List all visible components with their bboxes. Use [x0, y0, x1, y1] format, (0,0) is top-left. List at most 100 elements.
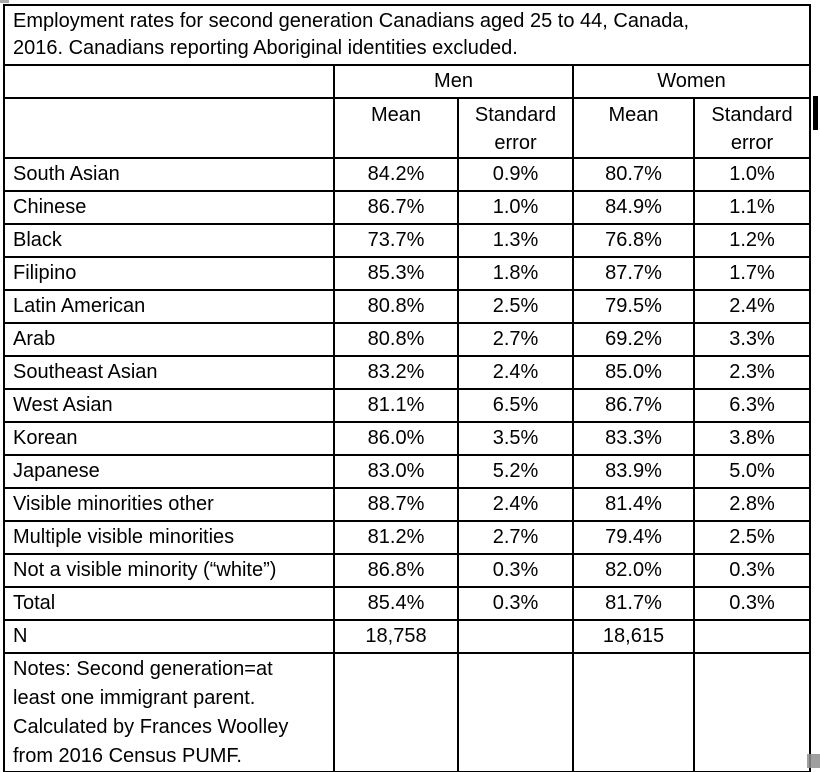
men-mean-cell: 81.2%	[333, 520, 459, 555]
men-mean-cell: 86.8%	[333, 553, 459, 588]
women-mean-cell: 87.7%	[572, 256, 695, 291]
row-label-cell: Multiple visible minorities	[3, 520, 335, 555]
men-mean-cell: 86.7%	[333, 190, 459, 225]
women-se-cell: 1.1%	[692, 190, 812, 225]
row-label-cell: Korean	[3, 421, 335, 456]
table-row: West Asian 81.1% 6.5% 86.7% 6.3%	[3, 388, 812, 423]
row-label-cell: Black	[3, 223, 335, 258]
notes-row: Notes: Second generation=at least one im…	[3, 652, 812, 772]
women-se-header-cell: Standard error	[692, 97, 812, 159]
women-mean-cell: 79.5%	[572, 289, 695, 324]
table-row: Korean 86.0% 3.5% 83.3% 3.8%	[3, 421, 812, 456]
men-mean-header-cell: Mean	[333, 97, 459, 159]
women-n-cell: 18,615	[572, 619, 695, 654]
men-se-cell: 2.7%	[457, 520, 574, 555]
women-se-empty-cell	[692, 619, 812, 654]
women-mean-cell: 69.2%	[572, 322, 695, 357]
table-row: Not a visible minority (“white”) 86.8% 0…	[3, 553, 812, 588]
sub-header-empty-cell	[3, 97, 335, 159]
women-mean-cell: 79.4%	[572, 520, 695, 555]
women-se-cell: 2.5%	[692, 520, 812, 555]
men-se-cell: 0.3%	[457, 586, 574, 621]
women-se-cell: 2.4%	[692, 289, 812, 324]
table-row: Visible minorities other 88.7% 2.4% 81.4…	[3, 487, 812, 522]
bottom-right-corner-artifact	[807, 754, 820, 768]
men-se-cell: 6.5%	[457, 388, 574, 423]
men-se-cell: 0.9%	[457, 157, 574, 192]
women-se-cell: 3.3%	[692, 322, 812, 357]
row-label-cell: Arab	[3, 322, 335, 357]
women-se-cell: 5.0%	[692, 454, 812, 489]
row-label-cell: South Asian	[3, 157, 335, 192]
men-se-cell: 5.2%	[457, 454, 574, 489]
men-se-cell: 1.3%	[457, 223, 574, 258]
row-label-cell: Chinese	[3, 190, 335, 225]
table-row: Chinese 86.7% 1.0% 84.9% 1.1%	[3, 190, 812, 225]
women-mean-cell: 81.4%	[572, 487, 695, 522]
row-label-cell: N	[3, 619, 335, 654]
women-se-cell: 1.2%	[692, 223, 812, 258]
men-header-cell: Men	[333, 64, 574, 99]
women-se-cell: 1.7%	[692, 256, 812, 291]
table-row: Filipino 85.3% 1.8% 87.7% 1.7%	[3, 256, 812, 291]
men-mean-cell: 88.7%	[333, 487, 459, 522]
women-mean-cell: 76.8%	[572, 223, 695, 258]
table-title: Employment rates for second generation C…	[2, 4, 812, 66]
women-mean-header-cell: Mean	[572, 97, 695, 159]
group-header-row: Men Women	[3, 64, 812, 99]
women-header-cell: Women	[571, 64, 812, 99]
top-left-edge-artifact	[0, 0, 9, 3]
men-mean-cell: 81.1%	[333, 388, 459, 423]
men-se-cell: 3.5%	[457, 421, 574, 456]
women-mean-cell: 81.7%	[572, 586, 695, 621]
men-se-cell: 2.4%	[457, 487, 574, 522]
men-se-cell: 1.0%	[457, 190, 574, 225]
women-se-cell: 1.0%	[692, 157, 812, 192]
women-se-cell: 2.8%	[692, 487, 812, 522]
women-mean-cell: 83.3%	[572, 421, 695, 456]
women-mean-cell: 84.9%	[572, 190, 695, 225]
cropped-adjacent-column-glyph-artifact	[813, 96, 818, 130]
men-n-cell: 18,758	[333, 619, 459, 654]
men-se-cell: 0.3%	[457, 553, 574, 588]
men-se-cell: 2.5%	[457, 289, 574, 324]
data-rows: South Asian 84.2% 0.9% 80.7% 1.0% Chines…	[3, 157, 812, 621]
notes-empty-cell-1	[333, 652, 459, 772]
women-se-cell: 2.3%	[692, 355, 812, 390]
men-mean-cell: 85.4%	[333, 586, 459, 621]
notes-line4: from 2016 Census PUMF.	[13, 745, 242, 767]
notes-line1: Notes: Second generation=at	[13, 658, 273, 680]
men-mean-cell: 83.2%	[333, 355, 459, 390]
notes-cell: Notes: Second generation=at least one im…	[3, 652, 335, 772]
group-header-empty-cell	[3, 64, 335, 99]
men-se-empty-cell	[457, 619, 574, 654]
table-row: Southeast Asian 83.2% 2.4% 85.0% 2.3%	[3, 355, 812, 390]
sub-header-row: Mean Standard error Mean Standard error	[3, 97, 812, 159]
women-se-cell: 3.8%	[692, 421, 812, 456]
men-se-cell: 2.7%	[457, 322, 574, 357]
women-se-cell: 6.3%	[692, 388, 812, 423]
table-title-row: Employment rates for second generation C…	[2, 4, 812, 66]
table-row: Multiple visible minorities 81.2% 2.7% 7…	[3, 520, 812, 555]
men-mean-cell: 83.0%	[333, 454, 459, 489]
men-mean-cell: 86.0%	[333, 421, 459, 456]
table-row: Japanese 83.0% 5.2% 83.9% 5.0%	[3, 454, 812, 489]
women-se-cell: 0.3%	[692, 553, 812, 588]
table-row: Total 85.4% 0.3% 81.7% 0.3%	[3, 586, 812, 621]
row-label-cell: Not a visible minority (“white”)	[3, 553, 335, 588]
notes-line2: least one immigrant parent.	[13, 687, 256, 709]
men-mean-cell: 85.3%	[333, 256, 459, 291]
table-row: South Asian 84.2% 0.9% 80.7% 1.0%	[3, 157, 812, 192]
n-row: N 18,758 18,615	[3, 619, 812, 654]
table-title-line1: Employment rates for second generation C…	[13, 10, 689, 32]
row-label-cell: West Asian	[3, 388, 335, 423]
women-mean-cell: 83.9%	[572, 454, 695, 489]
table-row: Black 73.7% 1.3% 76.8% 1.2%	[3, 223, 812, 258]
row-label-cell: Total	[3, 586, 335, 621]
men-mean-cell: 73.7%	[333, 223, 459, 258]
men-mean-cell: 80.8%	[333, 289, 459, 324]
row-label-cell: Southeast Asian	[3, 355, 335, 390]
women-mean-cell: 86.7%	[572, 388, 695, 423]
employment-rates-table: Employment rates for second generation C…	[2, 4, 812, 772]
notes-empty-cell-2	[457, 652, 574, 772]
